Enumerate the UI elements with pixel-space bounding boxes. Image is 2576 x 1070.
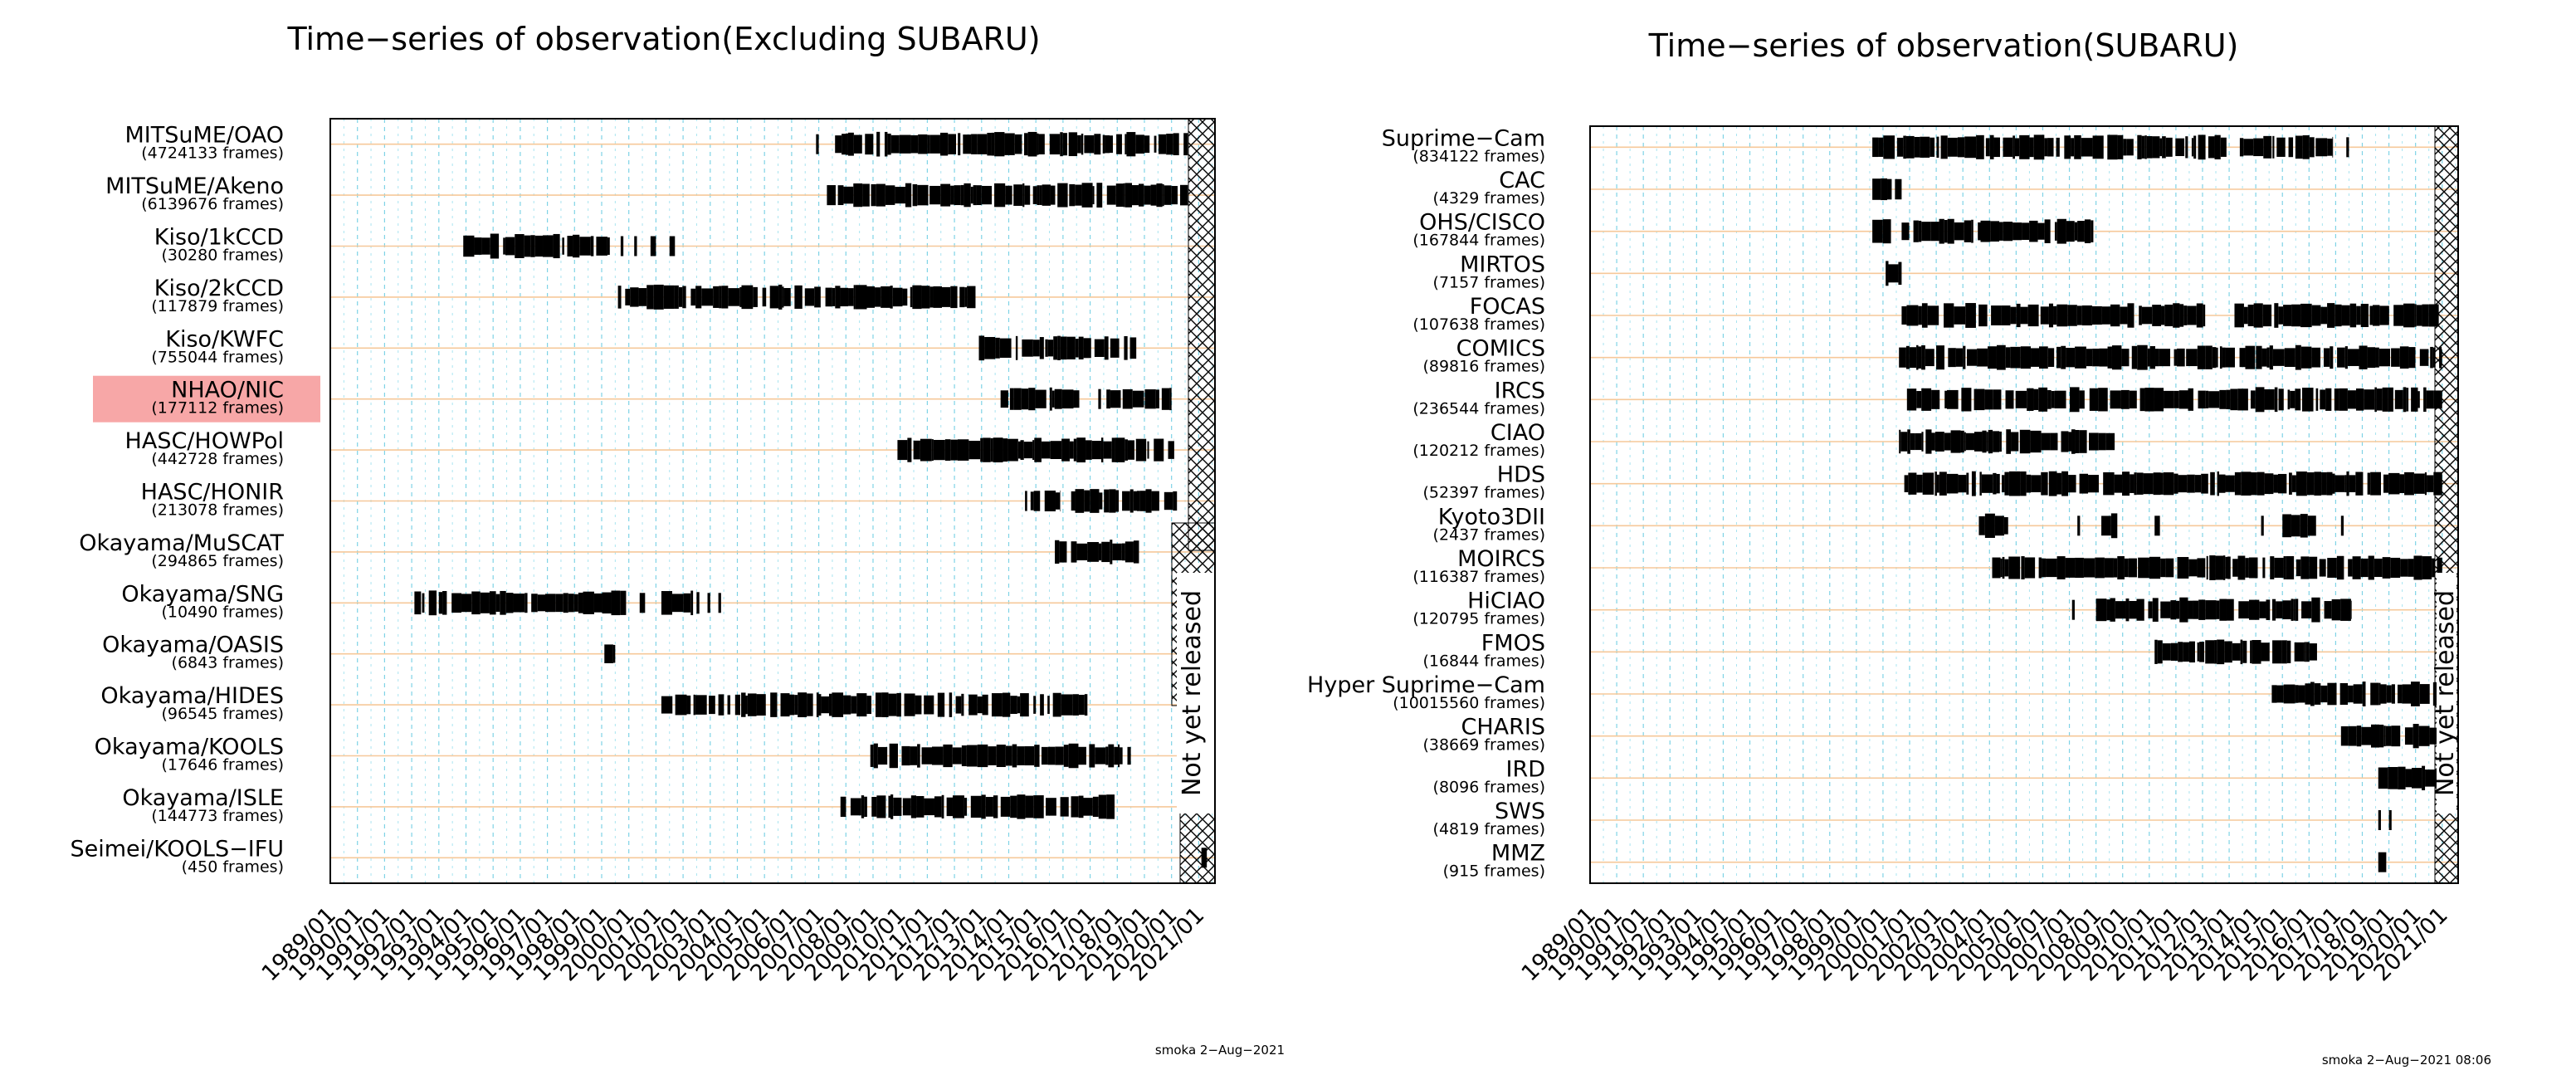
chart-title: Time−series of observation(Excluding SUB… <box>286 21 1040 57</box>
observation-segment <box>871 744 1131 769</box>
frame-count-label: (4329 frames) <box>1433 189 1545 208</box>
observation-segment <box>618 285 976 310</box>
observation-segment <box>2346 137 2349 157</box>
observation-segment <box>1978 514 2008 538</box>
frame-count-label: (10490 frames) <box>161 603 284 621</box>
observation-segment <box>2282 514 2316 537</box>
observation-segment <box>2077 515 2080 535</box>
observation-segment <box>634 237 637 257</box>
timeline-chart-right: Time−series of observation(SUBARU) smoka… <box>1288 0 2576 1067</box>
observation-segment <box>979 335 1137 360</box>
frame-count-label: (294865 frames) <box>151 552 284 570</box>
observation-segment <box>835 132 1188 157</box>
observation-segment <box>2389 810 2392 830</box>
frame-count-label: (116387 frames) <box>1412 568 1545 586</box>
observation-segment <box>1899 429 2115 454</box>
observation-segment <box>827 183 1188 208</box>
not-released-label: Not yet released <box>2431 590 2460 796</box>
observation-segment <box>719 593 721 613</box>
frame-count-label: (167844 frames) <box>1412 232 1545 250</box>
observation-segment <box>1106 388 1171 410</box>
observation-segment <box>651 237 656 257</box>
frame-count-label: (4819 frames) <box>1433 820 1545 838</box>
frame-count-label: (6139676 frames) <box>141 195 284 213</box>
frame-count-label: (107638 frames) <box>1412 315 1545 334</box>
chart-title: Time−series of observation(SUBARU) <box>1648 27 2239 64</box>
frame-count-label: (30280 frames) <box>161 247 284 265</box>
observation-segment <box>1992 555 2442 580</box>
footer-stamp: smoka 2−Aug−2021 08:06 <box>2322 1053 2491 1067</box>
frame-count-label: (16844 frames) <box>1422 652 1545 670</box>
footer-stamp: smoka 2−Aug−2021 <box>1155 1043 1285 1058</box>
observation-segment <box>640 593 646 613</box>
frame-count-label: (96545 frames) <box>161 705 284 723</box>
observation-segment <box>2271 682 2442 706</box>
frame-count-label: (2437 frames) <box>1433 525 1545 544</box>
observation-segment <box>2261 515 2264 535</box>
frame-count-label: (177112 frames) <box>151 399 284 418</box>
frame-count-label: (117879 frames) <box>151 297 284 315</box>
frame-count-label: (38669 frames) <box>1422 736 1545 755</box>
observation-segment <box>897 437 1174 462</box>
frame-count-label: (915 frames) <box>1443 862 1545 881</box>
observation-segment <box>2101 513 2117 538</box>
observation-segment <box>1901 219 2093 244</box>
frame-count-label: (236544 frames) <box>1412 399 1545 418</box>
observation-segment <box>621 237 623 257</box>
observation-segment <box>2378 810 2381 830</box>
observation-segment <box>463 234 610 259</box>
observation-segment <box>2378 853 2387 872</box>
observation-segment <box>841 794 1115 819</box>
observation-segment <box>2234 303 2442 328</box>
frame-count-label: (755044 frames) <box>151 348 284 366</box>
observation-segment <box>1872 219 1891 243</box>
observation-segment <box>1001 388 1080 411</box>
frame-count-label: (8096 frames) <box>1433 778 1545 796</box>
observation-segment <box>1901 303 2205 328</box>
frame-count-label: (17646 frames) <box>161 756 284 774</box>
observation-segment <box>1872 178 1901 200</box>
frame-count-label: (10015560 frames) <box>1393 694 1545 712</box>
observation-segment <box>1907 387 2442 412</box>
timeline-chart-left: Time−series of observation(Excluding SUB… <box>0 0 1288 1067</box>
observation-segment <box>816 134 818 154</box>
observation-segment <box>1905 471 2442 496</box>
observation-segment <box>2096 598 2352 623</box>
chart-excluding-subaru: Time−series of observation(Excluding SUB… <box>0 0 1288 1067</box>
frame-count-label: (4724133 frames) <box>141 144 284 163</box>
observation-segment <box>1098 389 1100 409</box>
frame-count-label: (120795 frames) <box>1412 610 1545 628</box>
observation-segment <box>2154 515 2159 535</box>
chart-subaru: Time−series of observation(SUBARU) smoka… <box>1288 0 2576 1067</box>
frame-count-label: (89816 frames) <box>1422 358 1545 376</box>
observation-segment <box>2341 515 2344 535</box>
frame-count-label: (6843 frames) <box>172 654 284 672</box>
frame-count-label: (120212 frames) <box>1412 442 1545 460</box>
frame-count-label: (144773 frames) <box>151 807 284 825</box>
observation-segment <box>604 644 615 663</box>
not-released-label: Not yet released <box>1178 590 1207 796</box>
frame-count-label: (450 frames) <box>182 857 284 876</box>
observation-segment <box>2072 600 2075 620</box>
frame-count-label: (213078 frames) <box>151 501 284 520</box>
observation-segment <box>414 590 626 615</box>
observation-segment <box>708 593 710 613</box>
frame-count-label: (7157 frames) <box>1433 273 1545 291</box>
observation-segment <box>2341 724 2440 748</box>
frame-count-label: (52397 frames) <box>1422 484 1545 502</box>
observation-segment <box>670 237 676 257</box>
frame-count-label: (442728 frames) <box>151 450 284 468</box>
frame-count-label: (834122 frames) <box>1412 147 1545 165</box>
observation-segment <box>1886 261 1901 286</box>
